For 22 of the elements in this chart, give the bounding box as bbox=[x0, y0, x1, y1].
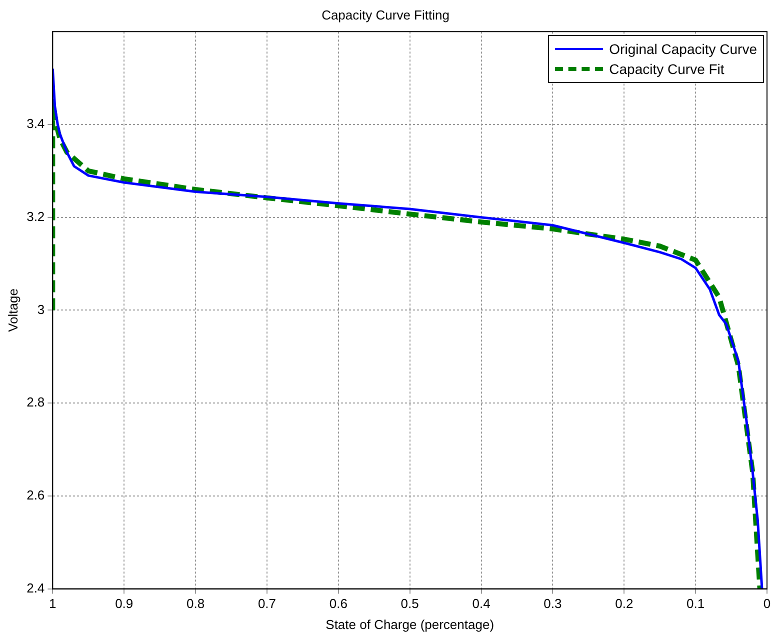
y-tick-label: 2.6 bbox=[26, 488, 45, 503]
y-tick-label: 2.8 bbox=[26, 394, 45, 410]
x-tick-label: 0.4 bbox=[472, 596, 490, 612]
chart-title: Capacity Curve Fitting bbox=[322, 7, 450, 22]
x-tick-label: 0.8 bbox=[186, 596, 205, 612]
x-tick-label: 0.3 bbox=[544, 596, 562, 612]
legend-label: Original Capacity Curve bbox=[609, 40, 757, 57]
x-tick-label: 0 bbox=[763, 596, 771, 612]
y-tick-label: 2.4 bbox=[26, 580, 45, 596]
x-tick-label: 0.7 bbox=[258, 596, 276, 612]
y-axis-title: Voltage bbox=[5, 288, 20, 332]
x-tick-label: 1 bbox=[49, 596, 56, 612]
x-axis-title: State of Charge (percentage) bbox=[326, 616, 494, 632]
legend-label: Capacity Curve Fit bbox=[609, 60, 724, 77]
x-tick-label: 0.9 bbox=[115, 596, 134, 612]
y-tick-label: 3.2 bbox=[26, 208, 45, 224]
x-tick-label: 0.2 bbox=[615, 596, 634, 612]
x-tick-label: 0.1 bbox=[686, 596, 705, 612]
y-tick-label: 3 bbox=[37, 302, 45, 317]
x-tick-label: 0.5 bbox=[400, 596, 419, 612]
y-tick-label: 3.4 bbox=[26, 116, 45, 132]
x-tick-label: 0.6 bbox=[329, 596, 348, 612]
